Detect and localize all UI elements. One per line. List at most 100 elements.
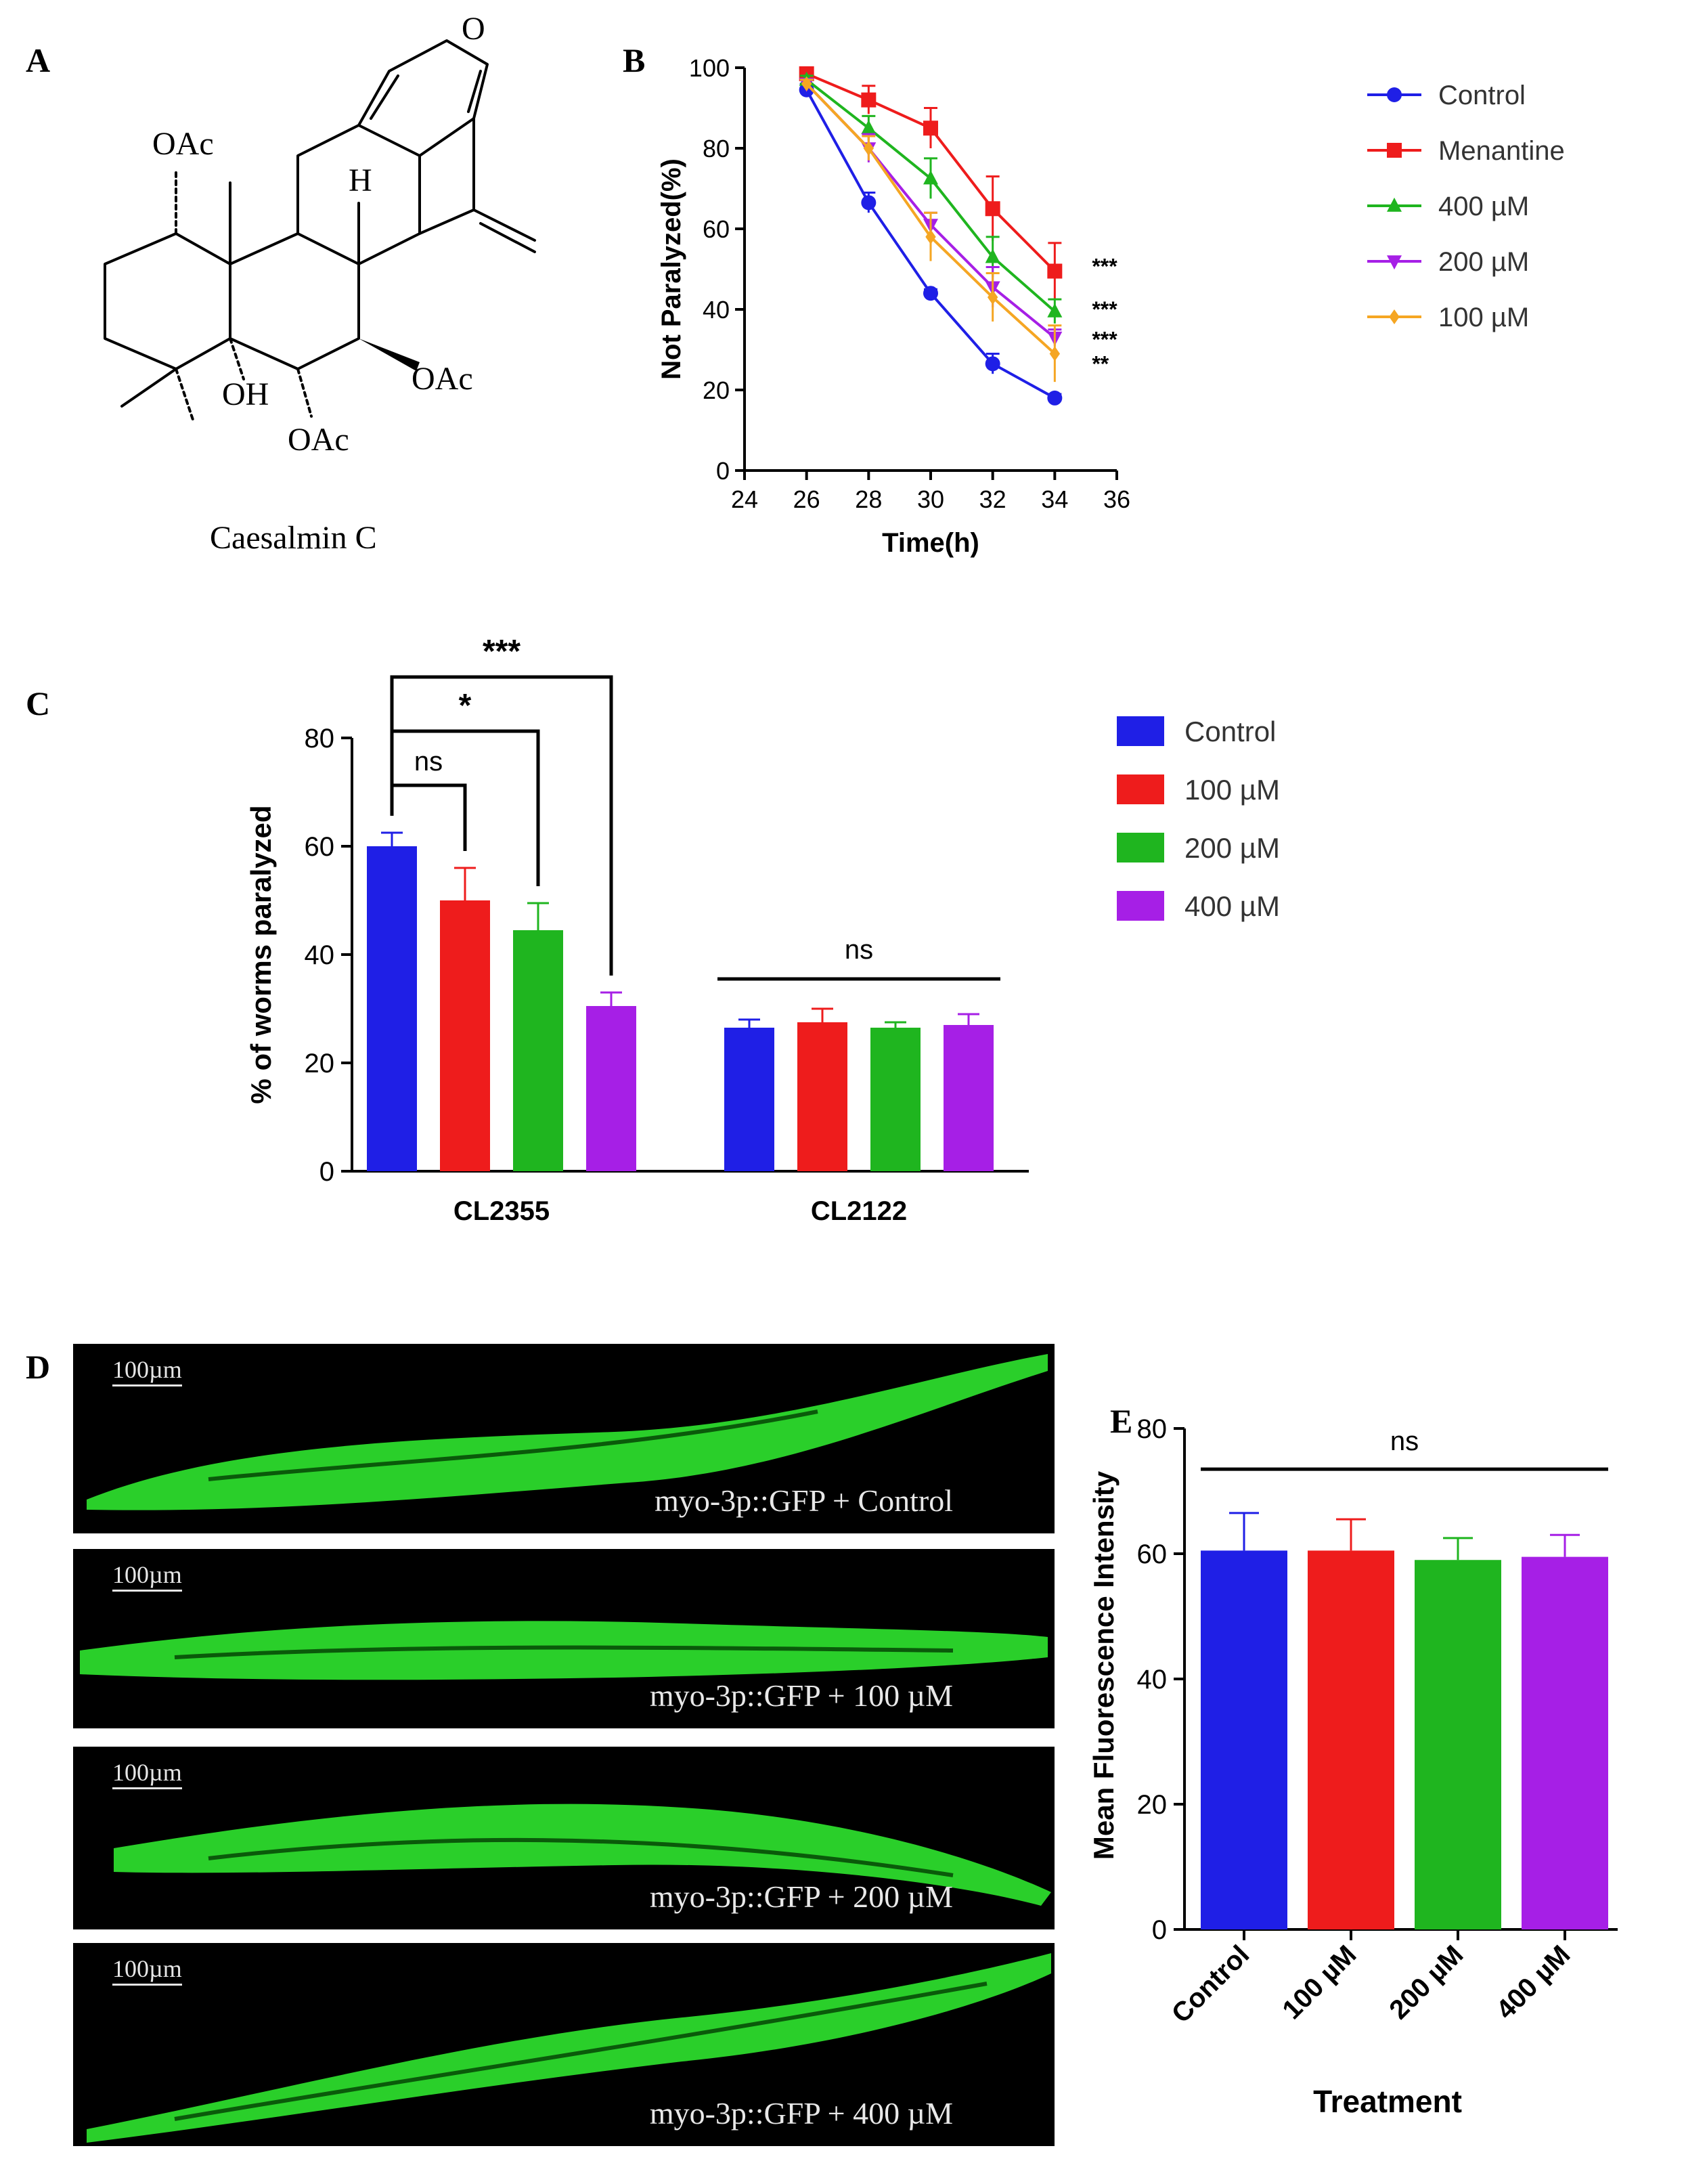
micrograph-label: myo-3p::GFP + Control <box>655 1483 953 1518</box>
worm-shape <box>114 1804 1051 1906</box>
x-category-label: 200 µM <box>1383 1940 1469 2025</box>
series-control <box>799 82 1063 406</box>
bar-cl2122 <box>870 1028 921 1171</box>
y-tick-label: 40 <box>703 296 730 324</box>
y-tick-label: 20 <box>305 1049 335 1078</box>
worm-shape <box>80 1621 1048 1680</box>
atom-label-o: O <box>462 11 485 47</box>
data-point <box>1049 346 1061 362</box>
panel-letter-a: A <box>26 41 51 79</box>
y-tick-label: 40 <box>305 940 335 970</box>
bar-cl2122 <box>944 1025 994 1171</box>
y-tick-label: 20 <box>703 376 730 404</box>
y-axis-label: % of worms paralyzed <box>245 805 277 1104</box>
atom-label-oac-3: OAc <box>412 361 473 397</box>
wedge-bond <box>359 338 420 371</box>
y-tick-label: 40 <box>1137 1665 1168 1695</box>
worm-shape <box>87 1354 1048 1510</box>
data-point <box>923 121 938 136</box>
significance-label: *** <box>1092 328 1117 352</box>
structure-bonds <box>104 39 536 421</box>
y-tick-label: 0 <box>319 1157 334 1187</box>
x-category-label: CL2122 <box>811 1196 907 1226</box>
legend-swatch <box>1117 716 1164 746</box>
x-category-label: CL2355 <box>453 1196 550 1226</box>
x-tick-label: 32 <box>979 485 1006 513</box>
legend-label: Control <box>1438 81 1526 110</box>
x-tick-label: 36 <box>1103 485 1130 513</box>
panel-letter-c: C <box>26 684 51 722</box>
data-point <box>985 248 1000 263</box>
atom-label-h: H <box>349 162 372 198</box>
atom-label-oac-2: OAc <box>288 422 349 458</box>
x-axis-label: Treatment <box>1313 2084 1462 2119</box>
data-point <box>1047 390 1063 406</box>
y-tick-label: 100 <box>689 54 730 82</box>
legend-swatch <box>1117 891 1164 921</box>
chart-c-worms-paralyzed: 0 20 40 60 80 % of worms paralyzed CL2355 CL212… <box>245 636 1280 1226</box>
panel-letter-e: E <box>1110 1402 1133 1440</box>
legend-label: Control <box>1184 716 1276 747</box>
legend-marker <box>1387 143 1402 158</box>
bar-cl2355 <box>513 930 563 1171</box>
y-tick-label: 60 <box>703 215 730 243</box>
legend-swatch <box>1117 833 1164 862</box>
significance-label: ** <box>1092 351 1109 376</box>
caesalmin-c-structure: O OAc H OH OAc OAc Caesalmin C <box>104 11 536 556</box>
x-tick-label: 26 <box>793 485 820 513</box>
data-point <box>985 356 1000 372</box>
legend-label: 100 µM <box>1184 774 1280 806</box>
bar-cl2355 <box>367 846 417 1171</box>
bar-200-m <box>1415 1560 1501 1929</box>
legend-label: 400 µM <box>1438 192 1529 221</box>
x-category-label: 100 µM <box>1277 1940 1362 2025</box>
bar-100-m <box>1308 1550 1394 1929</box>
atom-label-oh: OH <box>222 376 269 412</box>
y-tick-label: 80 <box>305 724 335 754</box>
micrograph-label: myo-3p::GFP + 400 µM <box>649 2096 953 2131</box>
legend-marker <box>1387 255 1402 270</box>
data-point <box>925 229 936 244</box>
data-point <box>1047 263 1063 279</box>
data-point <box>861 92 877 108</box>
micrograph-400um: 100µm myo-3p::GFP + 400 µM <box>73 1943 1055 2146</box>
significance-label: *** <box>1092 297 1117 322</box>
micrograph-label: myo-3p::GFP + 100 µM <box>649 1678 953 1713</box>
micrograph-100um: 100µm myo-3p::GFP + 100 µM <box>73 1549 1055 1728</box>
scale-bar: 100µm <box>112 1759 182 1789</box>
scale-bar: 100µm <box>112 1955 182 1986</box>
x-tick-label: 34 <box>1041 485 1068 513</box>
significance-label: ns <box>414 747 443 777</box>
panel-letter-d: D <box>26 1348 51 1386</box>
micrograph-200um: 100µm myo-3p::GFP + 200 µM <box>73 1747 1055 1929</box>
data-point <box>1047 303 1063 318</box>
micrograph-label: myo-3p::GFP + 200 µM <box>649 1879 953 1914</box>
legend-label: Menantine <box>1438 136 1565 166</box>
bar-cl2355 <box>586 1006 636 1171</box>
data-point <box>861 195 877 211</box>
comparison-bracket <box>390 675 613 976</box>
bar-400-m <box>1522 1556 1608 1929</box>
chart-e-fluorescence-intensity: 0 20 40 60 80 Mean Fluorescence Intensity Cont… <box>1088 1414 1618 2119</box>
bar-cl2355 <box>440 900 490 1171</box>
significance-label: ns <box>845 935 873 965</box>
legend-marker <box>1387 87 1402 102</box>
legend-label: 400 µM <box>1184 890 1280 922</box>
series-menantine <box>799 66 1063 300</box>
significance-label: *** <box>483 636 520 670</box>
legend-marker <box>1387 197 1402 212</box>
x-tick-label: 30 <box>917 485 944 513</box>
worm-shape <box>87 1953 1051 2143</box>
bar-control <box>1201 1550 1287 1929</box>
comparison-bracket <box>390 783 467 851</box>
x-category-label: 400 µM <box>1490 1940 1576 2025</box>
significance-label: *** <box>1092 254 1117 278</box>
y-tick-label: 0 <box>1152 1915 1167 1945</box>
legend-marker <box>1389 309 1400 324</box>
y-axis-label: Mean Fluorescence Intensity <box>1088 1470 1120 1860</box>
scale-bar: 100µm <box>112 1561 182 1592</box>
y-axis-label: Not Paralyzed(%) <box>657 158 686 380</box>
y-tick-label: 60 <box>1137 1539 1168 1569</box>
x-category-label: Control <box>1166 1940 1256 2029</box>
bar-cl2122 <box>797 1022 847 1171</box>
